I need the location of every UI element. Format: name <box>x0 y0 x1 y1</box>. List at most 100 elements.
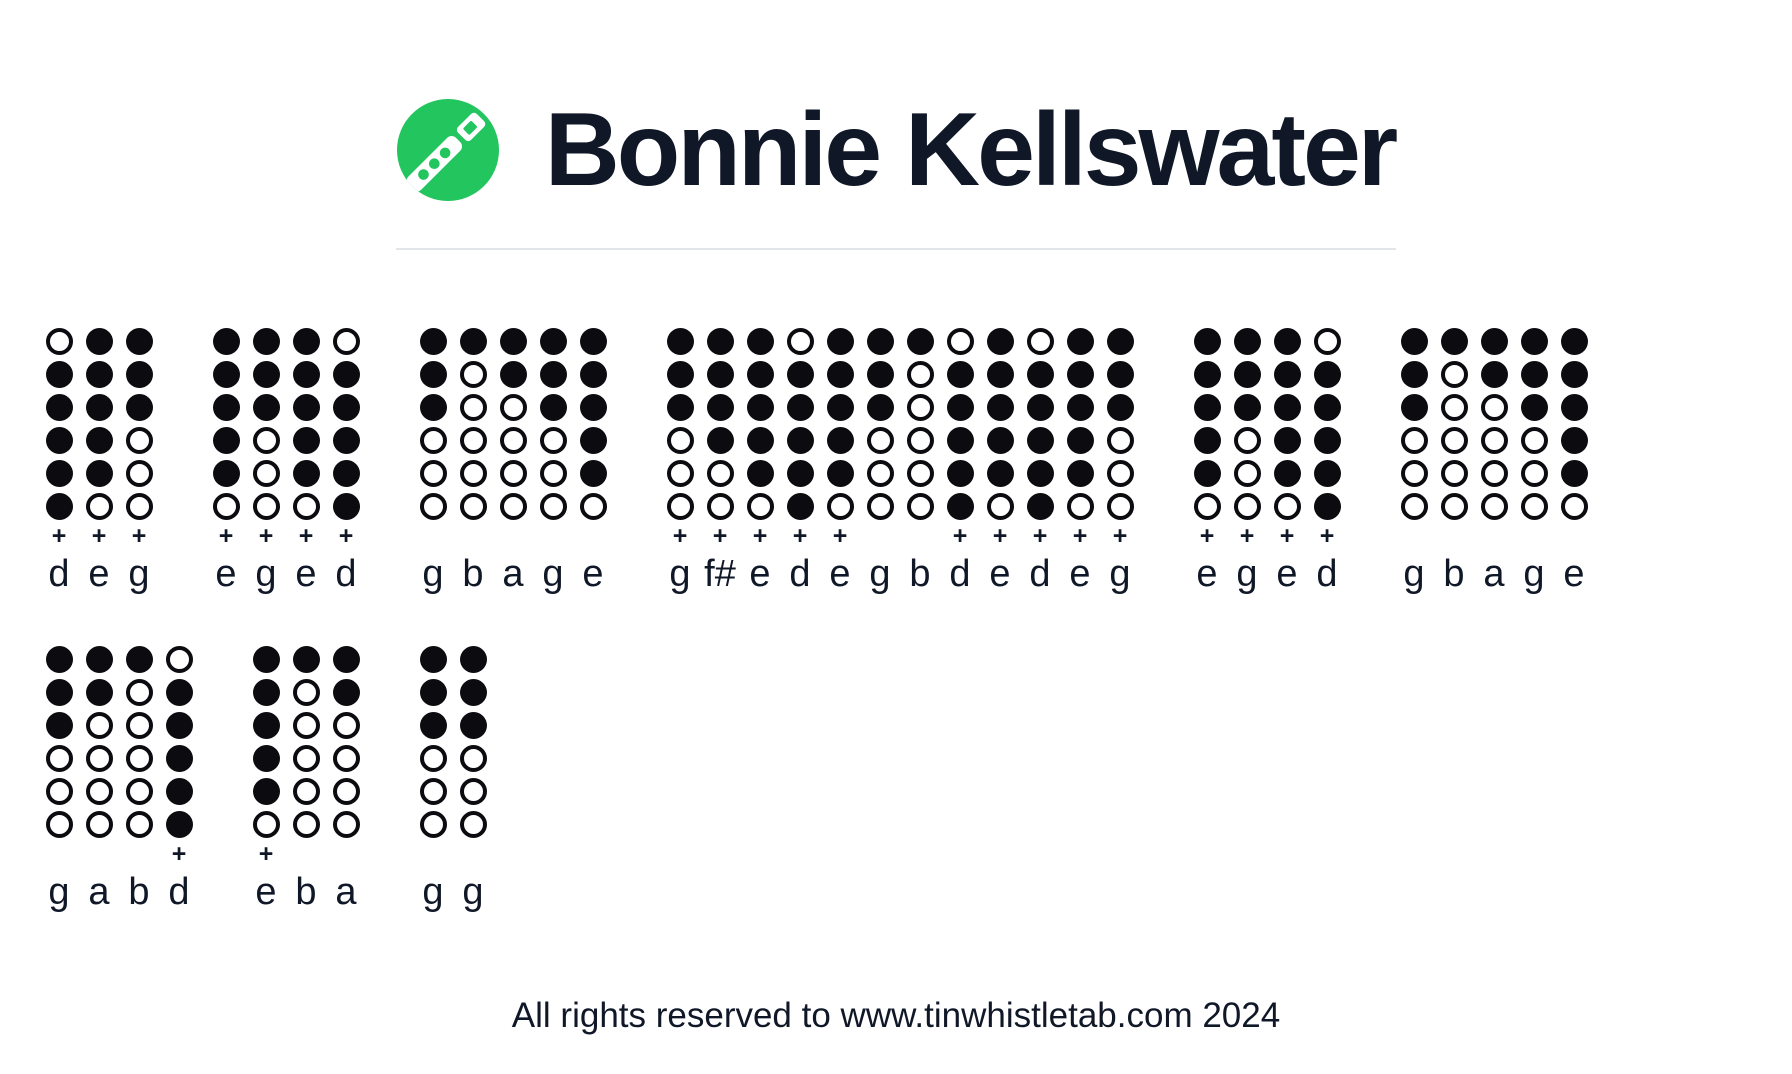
hole-covered-icon <box>499 361 527 388</box>
hole-open-icon <box>292 712 320 739</box>
hole-covered-icon <box>746 394 774 421</box>
hole-covered-icon <box>746 460 774 487</box>
note-label: g <box>462 870 484 913</box>
hole-covered-icon <box>1233 328 1261 355</box>
octave-plus-mark: + <box>1319 521 1335 550</box>
note-column: b <box>1440 328 1468 596</box>
hole-open-icon <box>459 778 487 805</box>
hole-covered-icon <box>1233 394 1261 421</box>
hole-open-icon <box>1440 493 1468 520</box>
hole-covered-icon <box>292 646 320 673</box>
hole-open-icon <box>1193 493 1221 520</box>
octave-plus-mark: + <box>832 521 848 550</box>
hole-covered-icon <box>125 361 153 388</box>
hole-covered-icon <box>45 493 73 520</box>
hole-stack <box>292 328 320 520</box>
hole-stack <box>419 646 447 838</box>
hole-stack <box>252 328 280 520</box>
hole-covered-icon <box>292 328 320 355</box>
hole-open-icon <box>459 811 487 838</box>
note-label: g <box>1109 552 1131 595</box>
hole-open-icon <box>125 712 153 739</box>
hole-covered-icon <box>1480 328 1508 355</box>
hole-open-icon <box>1560 493 1588 520</box>
hole-stack <box>986 328 1014 520</box>
hole-covered-icon <box>45 646 73 673</box>
note-column: b <box>906 328 934 596</box>
hole-covered-icon <box>212 361 240 388</box>
hole-stack <box>45 328 73 520</box>
hole-open-icon <box>332 745 360 772</box>
hole-open-icon <box>1233 427 1261 454</box>
hole-covered-icon <box>1273 427 1301 454</box>
note-column: e <box>1560 328 1588 596</box>
hole-open-icon <box>539 427 567 454</box>
hole-covered-icon <box>459 679 487 706</box>
hole-open-icon <box>125 679 153 706</box>
note-label: e <box>88 552 110 595</box>
hole-open-icon <box>1233 460 1261 487</box>
hole-stack <box>1066 328 1094 520</box>
hole-stack <box>1026 328 1054 520</box>
hole-covered-icon <box>1480 361 1508 388</box>
hole-covered-icon <box>459 646 487 673</box>
hole-covered-icon <box>786 361 814 388</box>
note-label: e <box>215 552 237 595</box>
hole-covered-icon <box>1560 427 1588 454</box>
hole-covered-icon <box>946 394 974 421</box>
note-label: d <box>1316 552 1338 595</box>
hole-covered-icon <box>1066 394 1094 421</box>
hole-covered-icon <box>252 394 280 421</box>
octave-plus-mark: + <box>171 839 187 868</box>
hole-covered-icon <box>579 394 607 421</box>
note-label: b <box>128 870 150 913</box>
hole-stack <box>786 328 814 520</box>
hole-open-icon <box>419 493 447 520</box>
hole-open-icon <box>252 460 280 487</box>
page-title: Bonnie Kellswater <box>544 92 1399 208</box>
octave-plus-mark: + <box>1239 521 1255 550</box>
note-column: + d <box>332 328 360 596</box>
octave-plus-mark: + <box>338 521 354 550</box>
octave-plus-mark: + <box>1199 521 1215 550</box>
hole-open-icon <box>1106 427 1134 454</box>
note-label: e <box>1276 552 1298 595</box>
hole-open-icon <box>666 493 694 520</box>
hole-open-icon <box>332 778 360 805</box>
note-column: + e <box>826 328 854 596</box>
note-column: g <box>539 328 567 596</box>
hole-open-icon <box>252 427 280 454</box>
hole-open-icon <box>125 778 153 805</box>
hole-covered-icon <box>1066 361 1094 388</box>
hole-stack <box>906 328 934 520</box>
hole-covered-icon <box>45 460 73 487</box>
note-column: + d <box>165 646 193 914</box>
octave-plus-mark: + <box>1072 521 1088 550</box>
note-label: g <box>1523 552 1545 595</box>
octave-plus-mark: + <box>1032 521 1048 550</box>
hole-open-icon <box>866 493 894 520</box>
hole-stack <box>666 328 694 520</box>
hole-open-icon <box>906 394 934 421</box>
note-column: b <box>125 646 153 914</box>
note-column: g <box>419 328 447 596</box>
hole-stack <box>332 328 360 520</box>
octave-plus-mark: + <box>51 521 67 550</box>
hole-covered-icon <box>332 679 360 706</box>
hole-open-icon <box>85 493 113 520</box>
note-label: d <box>335 552 357 595</box>
hole-covered-icon <box>1400 394 1428 421</box>
hole-open-icon <box>906 361 934 388</box>
hole-open-icon <box>459 745 487 772</box>
note-column: + d <box>1026 328 1054 596</box>
hole-open-icon <box>499 427 527 454</box>
hole-covered-icon <box>1066 460 1094 487</box>
hole-stack <box>539 328 567 520</box>
hole-covered-icon <box>165 712 193 739</box>
hole-open-icon <box>1400 460 1428 487</box>
hole-open-icon <box>459 361 487 388</box>
hole-open-icon <box>1440 361 1468 388</box>
hole-stack <box>459 328 487 520</box>
hole-covered-icon <box>419 361 447 388</box>
hole-open-icon <box>1106 460 1134 487</box>
